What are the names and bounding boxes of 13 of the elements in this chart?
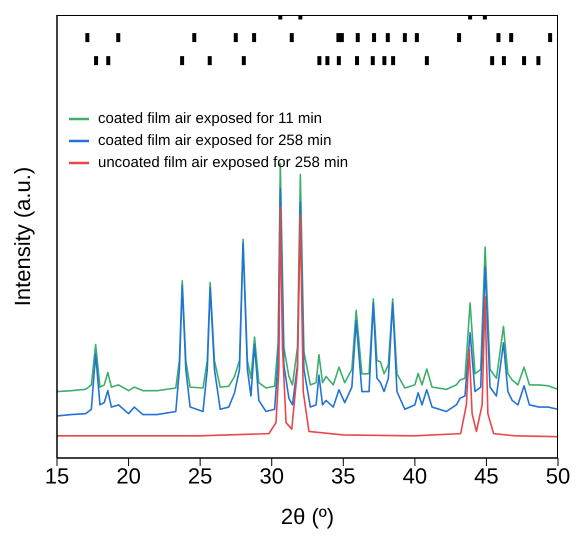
- x-tick-label: 25: [188, 464, 212, 489]
- legend-label: uncoated film air exposed for 258 min: [98, 153, 348, 173]
- legend-label: coated film air exposed for 258 min: [98, 131, 332, 151]
- x-tick-label: 40: [402, 464, 428, 489]
- x-tick-label: 30: [259, 464, 284, 489]
- x-axis-title: 2θ (º): [280, 504, 334, 529]
- x-tick-label: 35: [331, 464, 356, 489]
- x-tick-label: 45: [474, 464, 499, 489]
- x-tick-label: 50: [546, 464, 570, 489]
- legend-label: coated film air exposed for 11 min: [98, 109, 322, 129]
- x-tick-label: 15: [44, 464, 70, 489]
- x-tick-label: 20: [116, 464, 141, 489]
- y-axis-title: Intensity (a.u.): [10, 166, 35, 306]
